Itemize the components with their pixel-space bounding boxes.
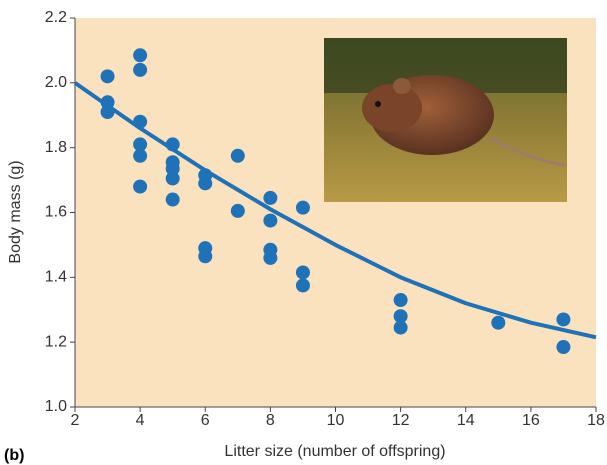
point xyxy=(165,161,180,176)
y-tick-label: 1.2 xyxy=(45,333,67,350)
y-tick-label: 1.8 xyxy=(45,139,67,156)
x-tick-label: 6 xyxy=(201,412,210,429)
point xyxy=(198,176,213,191)
x-tick-label: 16 xyxy=(522,412,540,429)
point xyxy=(295,200,310,215)
y-tick-label: 2.0 xyxy=(45,74,67,91)
point xyxy=(100,95,115,110)
y-tick-label: 1.0 xyxy=(45,398,67,415)
point xyxy=(133,48,148,63)
point xyxy=(165,192,180,207)
point xyxy=(100,105,115,120)
point xyxy=(393,320,408,335)
point xyxy=(393,293,408,308)
point xyxy=(491,315,506,330)
panel-label: (b) xyxy=(4,447,24,464)
point xyxy=(133,114,148,129)
x-tick-label: 2 xyxy=(71,412,80,429)
x-tick-label: 10 xyxy=(327,412,345,429)
x-axis-title: Litter size (number of offspring) xyxy=(224,443,445,460)
x-tick-label: 14 xyxy=(457,412,475,429)
point xyxy=(165,137,180,152)
point xyxy=(393,309,408,324)
point xyxy=(230,203,245,218)
point xyxy=(133,137,148,152)
photo xyxy=(324,38,567,202)
x-tick-label: 18 xyxy=(587,412,605,429)
point xyxy=(133,179,148,194)
point xyxy=(295,265,310,280)
x-tick-label: 4 xyxy=(136,412,145,429)
point xyxy=(263,213,278,228)
fit-curve xyxy=(73,81,597,340)
point xyxy=(556,340,571,355)
point xyxy=(295,278,310,293)
point xyxy=(263,250,278,265)
point xyxy=(198,249,213,264)
point xyxy=(230,148,245,163)
point xyxy=(165,171,180,186)
point xyxy=(100,69,115,84)
y-tick-label: 1.4 xyxy=(45,269,67,286)
y-tick-label: 1.6 xyxy=(45,204,67,221)
point xyxy=(556,312,571,327)
y-axis-title: Body mass (g) xyxy=(7,160,24,263)
y-tick-label: 2.2 xyxy=(45,9,67,26)
x-tick-label: 12 xyxy=(392,412,410,429)
point xyxy=(133,148,148,163)
point xyxy=(133,62,148,77)
x-tick-label: 8 xyxy=(266,412,275,429)
point xyxy=(263,190,278,205)
